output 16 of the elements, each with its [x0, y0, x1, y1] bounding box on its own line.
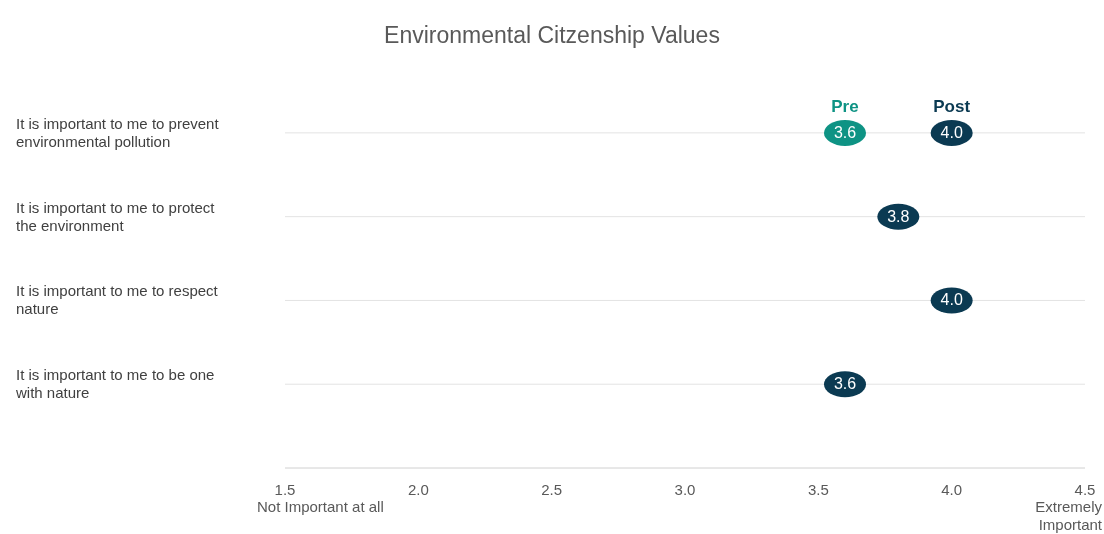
- text: Extremely Important: [1034, 498, 1102, 534]
- x-tick-label: 4.0: [941, 480, 963, 498]
- series-label: Post: [933, 96, 971, 116]
- x-tick-label: 1.5: [274, 480, 296, 498]
- x-tick-label: 4.5: [1074, 480, 1096, 498]
- y-tick-label: It is important to me to protect the environment: [16, 198, 216, 234]
- text: Not Important at all: [257, 498, 385, 516]
- x-tick-label: 3.0: [674, 480, 696, 498]
- x-tick-label: 2.5: [541, 480, 563, 498]
- y-tick-label: It is important to me to prevent environmental pollution: [16, 114, 220, 150]
- x-tick-label: 3.5: [807, 480, 829, 498]
- series-label: Pre: [831, 96, 859, 116]
- x-tick-label: 2.0: [407, 480, 429, 498]
- chart-title: Environmental Citzenship Values: [383, 22, 721, 49]
- y-tick-label: It is important to me to respect nature: [16, 282, 219, 318]
- y-tick-label: It is important to me to be one with nature: [15, 366, 215, 402]
